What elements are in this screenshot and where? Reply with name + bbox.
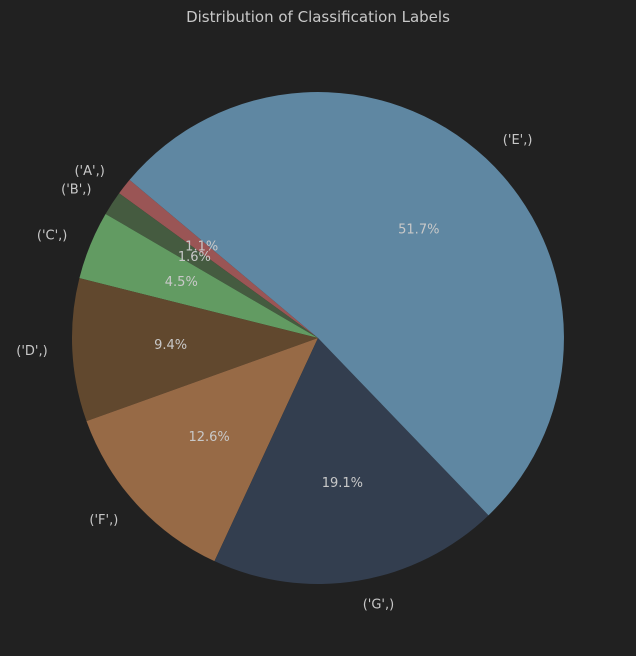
- slice-category-label: ('F',): [89, 513, 118, 528]
- pie-slices: [72, 92, 564, 585]
- slice-percent-label: 19.1%: [322, 476, 363, 491]
- slice-category-label: ('E',): [503, 133, 533, 148]
- chart-title: Distribution of Classification Labels: [186, 8, 450, 26]
- slice-category-label: ('B',): [61, 183, 91, 198]
- slice-percent-label: 1.1%: [185, 240, 218, 255]
- slice-percent-label: 4.5%: [165, 275, 198, 290]
- slice-percent-label: 12.6%: [188, 430, 229, 445]
- pie-labels: ('A',) 1.1% ('B',) 1.6% ('C',) 4.5% ('D',) 9.4%…: [16, 133, 532, 613]
- slice-category-label: ('C',): [37, 228, 68, 243]
- pie-slice-2: [79, 213, 318, 338]
- pie-slice-5: [214, 338, 489, 585]
- pie-slice-0: [119, 179, 318, 338]
- slice-category-label: ('D',): [16, 344, 47, 359]
- slice-category-label: ('A',): [74, 164, 104, 179]
- slice-percent-label: 1.6%: [178, 250, 211, 265]
- slice-category-label: ('G',): [363, 597, 395, 612]
- pie-slice-4: [86, 338, 319, 562]
- slice-percent-label: 9.4%: [154, 338, 187, 353]
- pie-slice-3: [72, 278, 318, 422]
- slice-percent-label: 51.7%: [398, 223, 439, 238]
- pie-slice-1: [105, 193, 318, 338]
- pie-slice-6: [129, 92, 564, 516]
